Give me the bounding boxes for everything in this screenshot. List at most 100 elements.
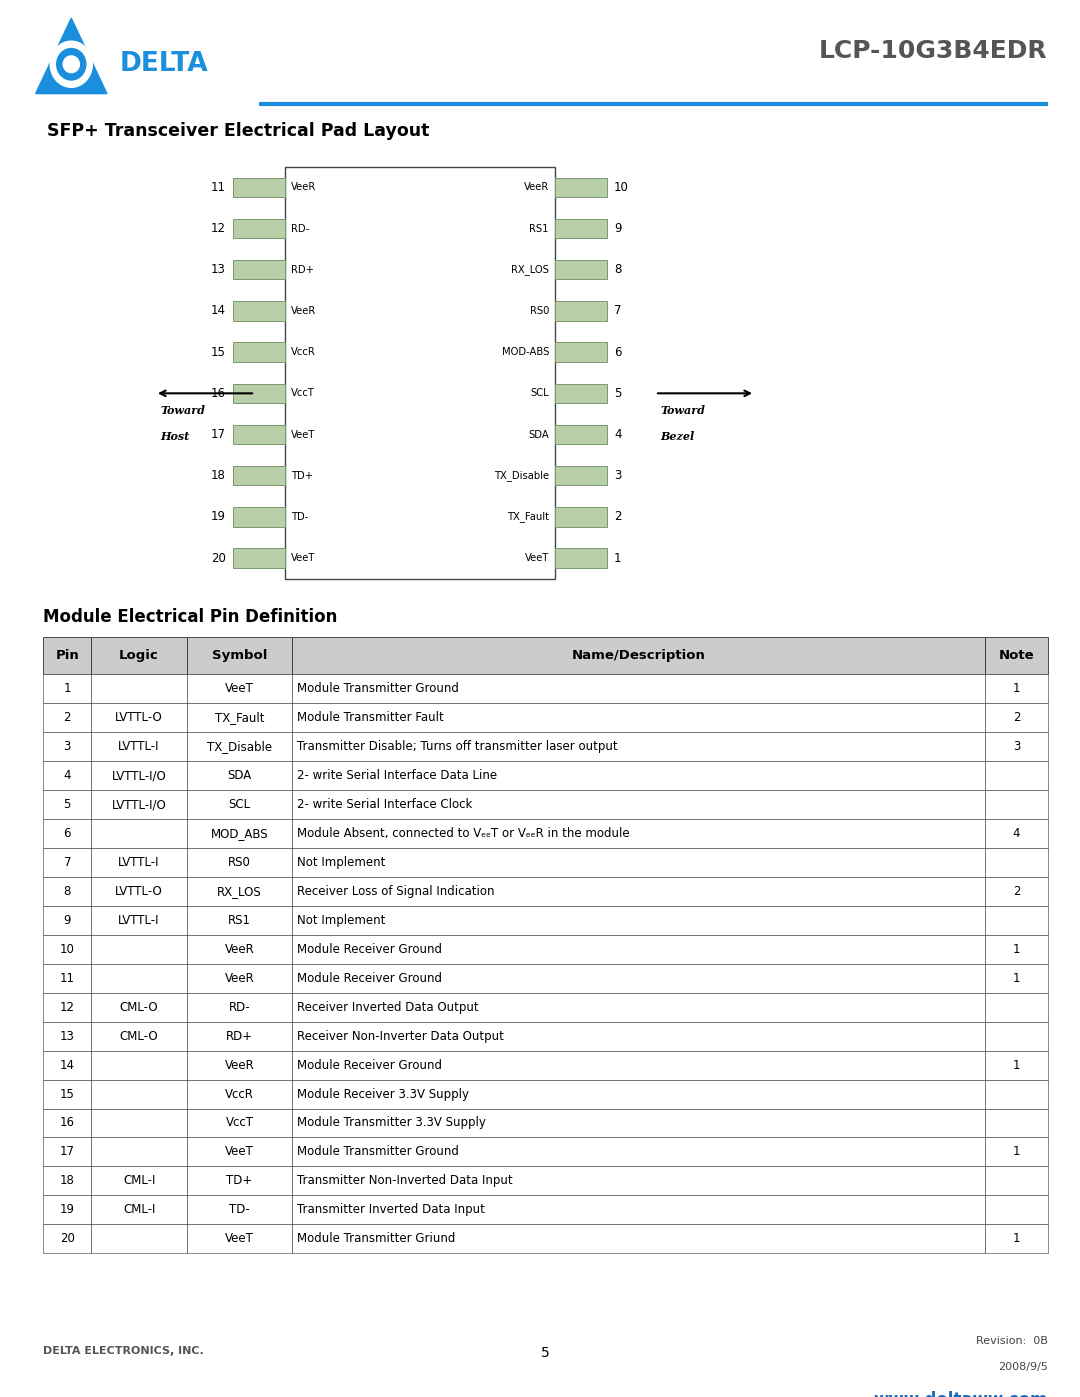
Text: SCL: SCL	[530, 388, 549, 398]
Bar	[43, 1021, 92, 1051]
Ellipse shape	[57, 49, 86, 80]
Bar	[43, 1108, 92, 1137]
Text: VeeR: VeeR	[291, 306, 316, 316]
Text: 14: 14	[59, 1059, 75, 1071]
Bar	[293, 1224, 985, 1253]
Bar	[92, 1196, 187, 1224]
Bar	[187, 848, 293, 877]
Text: VeeR: VeeR	[225, 943, 255, 956]
Text: 13: 13	[211, 263, 226, 277]
Bar	[233, 219, 285, 239]
Text: SDA: SDA	[228, 770, 252, 782]
Text: DELTA: DELTA	[120, 52, 208, 77]
Bar	[293, 1137, 985, 1166]
Bar	[293, 819, 985, 848]
Text: CML-I: CML-I	[123, 1203, 156, 1217]
Bar	[293, 905, 985, 935]
Bar	[43, 993, 92, 1021]
Bar	[233, 177, 285, 197]
Text: 16: 16	[211, 387, 226, 400]
Text: 16: 16	[59, 1116, 75, 1130]
Bar	[43, 819, 92, 848]
Text: Not Implement: Not Implement	[297, 914, 386, 926]
Bar	[92, 703, 187, 732]
Bar	[985, 848, 1048, 877]
Text: TD-: TD-	[291, 511, 309, 522]
Text: 5: 5	[615, 387, 621, 400]
Bar	[92, 791, 187, 819]
Text: Transmitter Disable; Turns off transmitter laser output: Transmitter Disable; Turns off transmitt…	[297, 740, 618, 753]
Text: VccT: VccT	[291, 388, 315, 398]
Bar	[187, 637, 293, 675]
Bar	[43, 877, 92, 905]
Bar	[43, 1051, 92, 1080]
Bar	[293, 877, 985, 905]
Text: 13: 13	[59, 1030, 75, 1042]
Bar	[293, 1108, 985, 1137]
Bar	[187, 935, 293, 964]
Text: Name/Description: Name/Description	[572, 650, 705, 662]
Ellipse shape	[50, 41, 93, 87]
Bar	[555, 467, 607, 486]
Bar	[985, 1051, 1048, 1080]
Text: 2- write Serial Interface Data Line: 2- write Serial Interface Data Line	[297, 770, 498, 782]
Text: Module Receiver Ground: Module Receiver Ground	[297, 972, 443, 985]
Text: Module Receiver Ground: Module Receiver Ground	[297, 1059, 443, 1071]
Text: 10: 10	[615, 180, 629, 194]
Text: SCL: SCL	[229, 798, 251, 812]
Bar	[293, 675, 985, 703]
Bar	[233, 384, 285, 404]
Bar	[187, 732, 293, 761]
Bar	[293, 761, 985, 791]
Text: TX_Fault: TX_Fault	[215, 711, 265, 724]
Text: 12: 12	[211, 222, 226, 235]
Bar	[233, 507, 285, 527]
Text: 1: 1	[1013, 1146, 1021, 1158]
Text: 2: 2	[1013, 884, 1021, 898]
Text: 2: 2	[64, 711, 71, 724]
Bar	[187, 1224, 293, 1253]
Bar	[233, 425, 285, 444]
Bar	[43, 1080, 92, 1108]
Bar	[555, 302, 607, 321]
Bar	[187, 675, 293, 703]
Text: Module Transmitter Ground: Module Transmitter Ground	[297, 682, 459, 696]
Text: VeeT: VeeT	[525, 553, 549, 563]
Text: 17: 17	[211, 427, 226, 441]
Text: 3: 3	[615, 469, 621, 482]
Text: Host: Host	[160, 432, 189, 443]
Text: VeeT: VeeT	[225, 682, 254, 696]
Bar	[43, 935, 92, 964]
Text: 20: 20	[59, 1232, 75, 1245]
Text: 9: 9	[615, 222, 621, 235]
Text: 1: 1	[1013, 1059, 1021, 1071]
Bar	[43, 675, 92, 703]
Bar	[187, 993, 293, 1021]
Bar	[187, 877, 293, 905]
Text: TD+: TD+	[291, 471, 313, 481]
Bar	[43, 1224, 92, 1253]
Bar	[985, 637, 1048, 675]
Bar	[43, 761, 92, 791]
Text: RD-: RD-	[229, 1000, 251, 1014]
Text: SFP+ Transceiver Electrical Pad Layout: SFP+ Transceiver Electrical Pad Layout	[48, 122, 430, 140]
Text: 18: 18	[59, 1175, 75, 1187]
Text: VeeT: VeeT	[291, 429, 315, 440]
Bar	[187, 1137, 293, 1166]
Text: 3: 3	[1013, 740, 1021, 753]
Text: 2- write Serial Interface Clock: 2- write Serial Interface Clock	[297, 798, 473, 812]
Text: Receiver Inverted Data Output: Receiver Inverted Data Output	[297, 1000, 478, 1014]
Bar	[985, 1137, 1048, 1166]
Text: LVTTL-I: LVTTL-I	[119, 856, 160, 869]
Bar	[555, 507, 607, 527]
Text: 2: 2	[1013, 711, 1021, 724]
Bar	[92, 1021, 187, 1051]
Text: VccT: VccT	[226, 1116, 254, 1130]
Bar	[233, 549, 285, 567]
Text: Module Receiver 3.3V Supply: Module Receiver 3.3V Supply	[297, 1087, 470, 1101]
Bar	[555, 260, 607, 279]
Bar	[187, 1108, 293, 1137]
Text: 8: 8	[615, 263, 621, 277]
Bar	[293, 732, 985, 761]
Text: 2: 2	[615, 510, 621, 524]
